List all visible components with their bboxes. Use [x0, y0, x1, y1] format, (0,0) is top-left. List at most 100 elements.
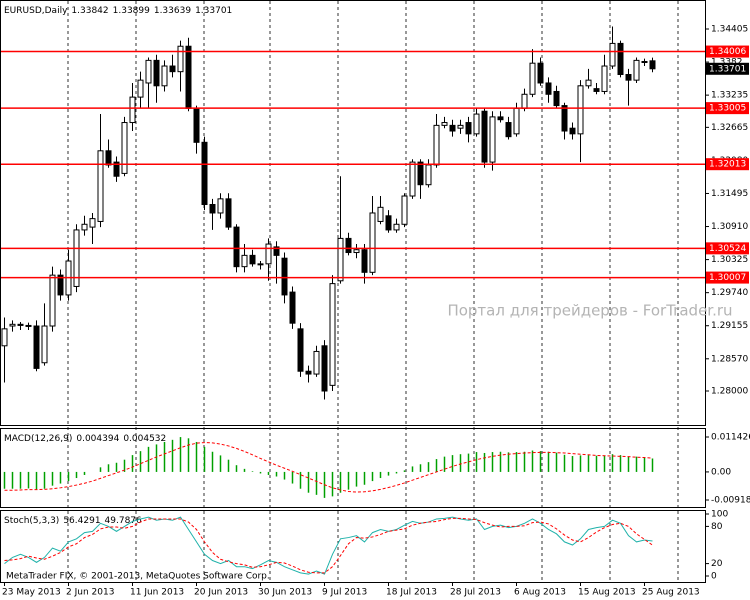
x-tick-label: 9 Jul 2013 [322, 588, 367, 598]
panel-title: EURUSD,Daily 1.33842 1.33899 1.33639 1.33701 [4, 6, 232, 16]
candle-body [257, 263, 264, 266]
candle-body [577, 85, 584, 135]
level-label: 1.33005 [709, 104, 746, 114]
candle-body [289, 291, 296, 324]
candle-body [113, 161, 120, 177]
candle-body [9, 323, 16, 327]
candle-body [193, 107, 200, 143]
candle-body [1, 328, 8, 347]
y-tick-label: 0.011426 [711, 433, 750, 443]
level-label-box [706, 102, 749, 115]
candle-body [361, 249, 368, 273]
candle-body [225, 198, 232, 228]
candle-body [89, 218, 96, 228]
level-label-box [706, 158, 749, 171]
title-value: 49.7876 [105, 516, 142, 526]
title-value: 1.33899 [113, 6, 150, 16]
y-tick-label: -0.009187 [711, 496, 750, 506]
panel-title: Stoch(5,3,3) 56.4291 49.7876 [4, 516, 142, 526]
candle-body [241, 254, 248, 268]
title-value: 56.4291 [63, 516, 100, 526]
x-tick-label: 25 Aug 2013 [642, 588, 700, 598]
candle-body [201, 141, 208, 205]
x-tick-label: 30 Jun 2013 [258, 588, 312, 598]
candle-body [41, 325, 48, 364]
candle-body [401, 195, 408, 225]
candle-body [425, 164, 432, 186]
level-label: 1.34006 [709, 47, 746, 57]
candle-body [385, 215, 392, 231]
candle-body [49, 274, 56, 327]
candle-body [377, 206, 384, 222]
y-tick-label: 80 [711, 522, 723, 532]
candle-body [649, 60, 656, 70]
candle-body [505, 122, 512, 138]
x-tick-label: 15 Aug 2013 [578, 588, 636, 598]
candle-body [137, 79, 144, 98]
candle-body [457, 124, 464, 129]
candle-body [81, 223, 88, 231]
stoch-signal-line [4, 517, 653, 574]
candle-body [313, 350, 320, 375]
title-value: 1.33639 [154, 6, 191, 16]
price-label: 1.33701 [709, 64, 746, 74]
title-text: EURUSD,Daily [4, 6, 68, 16]
candle-body [585, 79, 592, 87]
title-text: Stoch(5,3,3) [4, 516, 59, 526]
y-tick-label: 1.3382 [711, 58, 743, 68]
candle-body [393, 223, 400, 231]
candle-body [529, 62, 536, 95]
title-text: MACD(12,26,9) [4, 434, 72, 444]
candle-body [17, 323, 24, 326]
y-tick-label: 0.00 [711, 467, 731, 477]
title-value: 1.33701 [195, 6, 232, 16]
y-tick-label: 0 [711, 572, 717, 582]
y-tick-label: 1.32665 [711, 123, 748, 133]
level-label: 1.30007 [709, 273, 746, 283]
y-tick-label: 1.28000 [711, 387, 748, 397]
candle-body [97, 150, 104, 222]
candle-body [233, 226, 240, 268]
candle-body [185, 45, 192, 109]
candle-body [561, 105, 568, 132]
x-tick-label: 28 Jul 2013 [450, 588, 501, 598]
level-label: 1.32013 [709, 160, 746, 170]
candle-body [617, 42, 624, 75]
title-value: 0.004532 [123, 434, 166, 444]
candle-body [209, 203, 216, 214]
candle-body [297, 328, 304, 372]
candle-body [329, 283, 336, 386]
copyright: MetaTrader FIX, © 2001-2013, MetaQuotes … [6, 572, 270, 582]
candle-body [369, 212, 376, 273]
macd-frame [0, 428, 706, 508]
candle-body [129, 96, 136, 124]
candle-body [105, 150, 112, 166]
candle-body [497, 116, 504, 121]
stoch-frame [0, 510, 706, 583]
candle-body [249, 254, 256, 265]
y-tick-label: 1.29740 [711, 288, 748, 298]
candle-body [513, 107, 520, 135]
candle-body [569, 127, 576, 135]
candle-body [33, 325, 40, 369]
candle-body [465, 122, 472, 135]
candle-body [281, 257, 288, 296]
candle-body [433, 124, 440, 166]
x-tick-label: 18 Jul 2013 [386, 588, 437, 598]
candle-body [161, 65, 168, 87]
y-tick-label: 1.28570 [711, 354, 748, 364]
candle-body [145, 59, 152, 84]
candle-body [593, 88, 600, 92]
x-tick-label: 20 Jun 2013 [194, 588, 248, 598]
candle-body [545, 82, 552, 95]
candle-body [409, 161, 416, 197]
candle-body [641, 60, 648, 63]
title-value: 0.004394 [76, 434, 119, 444]
signal-line [4, 442, 653, 493]
x-tick-label: 6 Aug 2013 [514, 588, 566, 598]
candle-body [273, 246, 280, 256]
y-tick-label: 1.33235 [711, 91, 748, 101]
